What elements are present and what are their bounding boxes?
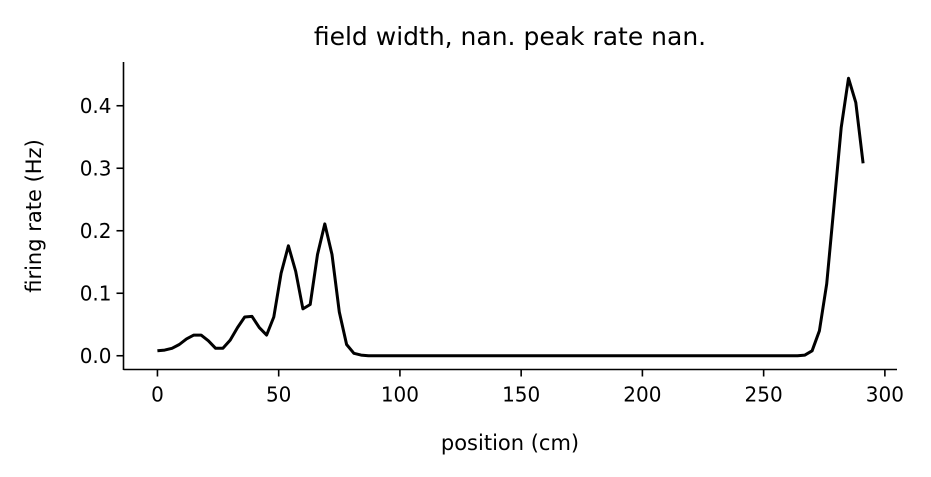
- y-tick-label: 0.3: [80, 156, 112, 180]
- y-tick-label: 0.4: [80, 94, 112, 118]
- x-axis-ticks: 0 50 100 150 200 250 300: [151, 369, 904, 407]
- y-tick-label: 0.0: [80, 344, 112, 368]
- x-tick-label: 100: [381, 383, 419, 407]
- x-tick-label: 150: [502, 383, 540, 407]
- y-axis-ticks: 0.0 0.1 0.2 0.3 0.4: [80, 94, 124, 368]
- x-tick-label: 0: [151, 383, 164, 407]
- series-line-firing-rate: [157, 76, 865, 358]
- x-tick-label: 50: [266, 383, 291, 407]
- plot-area: 0 50 100 150 200 250 300 0.0 0.1 0.2 0.3 0.4: [80, 62, 904, 407]
- x-tick-label: 250: [745, 383, 783, 407]
- x-tick-label: 200: [623, 383, 661, 407]
- y-tick-label: 0.2: [80, 219, 112, 243]
- chart-title: field width, nan. peak rate nan.: [314, 22, 706, 51]
- x-axis-label: position (cm): [441, 431, 579, 455]
- y-tick-label: 0.1: [80, 281, 112, 305]
- y-axis-label: firing rate (Hz): [22, 139, 46, 293]
- x-tick-label: 300: [866, 383, 904, 407]
